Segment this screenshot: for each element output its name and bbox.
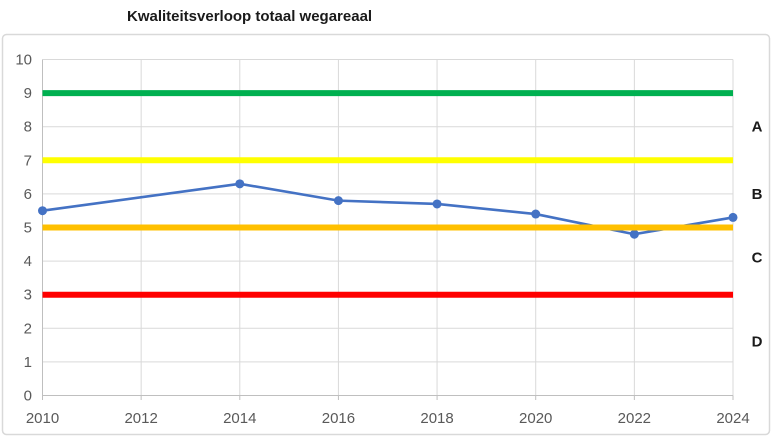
y-tick-label-9: 9: [24, 85, 32, 102]
data-point-2024: [728, 212, 738, 222]
y-tick-label-3: 3: [24, 287, 32, 304]
data-point-2010: [38, 206, 47, 216]
data-point-2014: [235, 179, 245, 189]
x-tick-label-2018: 2018: [420, 410, 453, 427]
data-point-2022: [629, 229, 639, 239]
x-tick-label-2010: 2010: [26, 410, 59, 427]
x-tick-label-2014: 2014: [223, 410, 256, 427]
x-tick-label-2012: 2012: [124, 410, 157, 427]
y-tick-label-0: 0: [24, 388, 32, 405]
x-tick-label-2024: 2024: [716, 410, 749, 427]
y-tick-label-1: 1: [24, 354, 32, 371]
band-label-A: A: [752, 119, 763, 136]
y-tick-label-7: 7: [24, 152, 32, 169]
y-tick-label-6: 6: [24, 186, 32, 203]
chart-area-border: [1, 33, 771, 436]
y-tick-label-10: 10: [15, 52, 32, 69]
data-point-2018: [432, 199, 442, 209]
x-tick-label-2022: 2022: [618, 410, 651, 427]
band-label-B: B: [752, 186, 763, 203]
x-tick-label-2016: 2016: [322, 410, 355, 427]
y-tick-label-4: 4: [24, 253, 32, 270]
y-tick-label-5: 5: [24, 220, 32, 237]
y-tick-label-2: 2: [24, 320, 32, 337]
chart-title: Kwaliteitsverloop totaal wegareaal: [127, 8, 373, 25]
y-tick-label-8: 8: [24, 119, 32, 136]
band-label-C: C: [752, 250, 763, 267]
data-point-2016: [333, 196, 343, 206]
band-label-D: D: [752, 334, 763, 351]
x-tick-label-2020: 2020: [519, 410, 552, 427]
data-point-2020: [531, 209, 541, 219]
